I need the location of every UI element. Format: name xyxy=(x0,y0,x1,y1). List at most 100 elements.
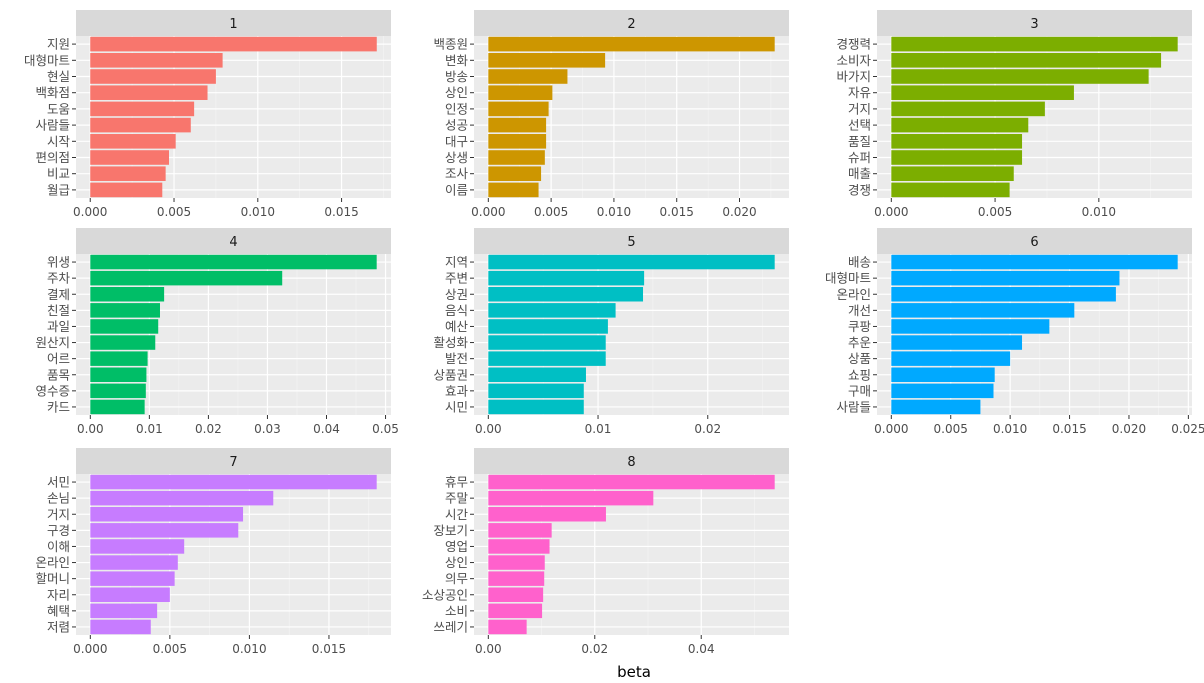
bar xyxy=(488,571,545,586)
bar xyxy=(891,101,1045,117)
bar xyxy=(90,555,178,570)
x-axis-title: beta xyxy=(617,663,651,681)
category-label: 시간 xyxy=(445,507,469,522)
category-label: 현실 xyxy=(47,69,70,84)
x-tick-label: 0.015 xyxy=(312,642,346,656)
facet-strip-label: 1 xyxy=(229,17,237,32)
bar xyxy=(891,254,1178,270)
bar xyxy=(90,36,377,52)
bar xyxy=(90,490,274,506)
x-tick-label: 0.000 xyxy=(73,642,107,656)
bar xyxy=(90,150,169,165)
bar xyxy=(90,134,176,149)
category-label: 소상공인 xyxy=(422,587,468,602)
bar xyxy=(488,254,775,270)
bar xyxy=(90,101,195,117)
x-tick-label: 0.010 xyxy=(232,642,266,656)
x-tick-label: 0.020 xyxy=(1112,422,1146,436)
category-label: 소비 xyxy=(445,603,468,618)
facet-strip-label: 6 xyxy=(1030,235,1038,250)
bar xyxy=(891,117,1029,133)
category-label: 대구 xyxy=(445,134,468,149)
bar xyxy=(90,507,244,522)
category-label: 구매 xyxy=(848,383,871,398)
category-label: 자리 xyxy=(47,587,70,602)
bar xyxy=(488,335,606,350)
x-tick-label: 0.005 xyxy=(978,205,1012,219)
bar xyxy=(891,399,981,415)
category-label: 상생 xyxy=(445,150,468,165)
category-label: 자유 xyxy=(848,85,871,100)
category-label: 주말 xyxy=(445,491,469,506)
bar xyxy=(891,270,1120,286)
category-label: 주차 xyxy=(47,271,71,286)
x-tick-label: 0.015 xyxy=(1052,422,1086,436)
bar xyxy=(90,303,160,318)
category-label: 경쟁력 xyxy=(836,37,871,52)
bar xyxy=(488,303,616,318)
bar xyxy=(891,182,1010,198)
bar xyxy=(891,53,1162,68)
category-label: 음식 xyxy=(445,303,468,318)
facet-strip xyxy=(76,10,391,36)
category-label: 할머니 xyxy=(35,571,70,586)
bar xyxy=(891,85,1074,100)
category-label: 이해 xyxy=(47,539,70,554)
category-label: 품목 xyxy=(47,367,70,382)
bar xyxy=(891,36,1178,52)
bar xyxy=(90,474,377,490)
bar xyxy=(891,134,1023,149)
category-label: 친절 xyxy=(47,303,70,318)
category-label: 지역 xyxy=(445,255,468,270)
category-label: 거지 xyxy=(848,101,871,116)
category-label: 변화 xyxy=(445,53,469,68)
category-label: 어르 xyxy=(47,351,70,366)
bar xyxy=(891,166,1014,181)
x-tick-label: 0.02 xyxy=(195,422,222,436)
category-label: 대형마트 xyxy=(24,53,70,68)
category-label: 시민 xyxy=(445,399,468,414)
bar xyxy=(90,335,156,350)
bar xyxy=(488,287,644,302)
x-tick-label: 0.025 xyxy=(1171,422,1204,436)
category-label: 서민 xyxy=(47,475,70,490)
category-label: 결제 xyxy=(47,287,70,302)
category-label: 휴무 xyxy=(445,475,468,490)
bar xyxy=(488,36,775,52)
category-label: 매출 xyxy=(848,166,871,181)
facet-panel: 1 0.000 0.005 0.010 0.015 지원대형마트현실백화점도움사람들시작편… xyxy=(24,10,391,219)
facet-strip-label: 5 xyxy=(627,235,635,250)
bar xyxy=(891,335,1023,350)
x-tick-label: 0.010 xyxy=(241,205,275,219)
bar xyxy=(90,603,158,619)
bar xyxy=(90,69,216,84)
category-label: 위생 xyxy=(47,255,70,270)
bar xyxy=(488,69,568,84)
bar xyxy=(488,117,547,133)
facet-strip-label: 8 xyxy=(627,455,635,470)
bar xyxy=(90,182,163,198)
category-label: 온라인 xyxy=(836,287,871,302)
category-label: 도움 xyxy=(47,101,70,116)
category-label: 구경 xyxy=(47,523,70,538)
facet-panel: 7 0.000 0.005 0.010 0.015 서민손님거지구경이해온라인할머니자리혜… xyxy=(35,448,391,656)
x-tick-label: 0.00 xyxy=(475,642,502,656)
bar xyxy=(488,351,606,366)
category-label: 성공 xyxy=(445,118,468,133)
bar xyxy=(891,383,994,399)
x-tick-label: 0.000 xyxy=(73,205,107,219)
category-label: 방송 xyxy=(445,69,468,84)
bar xyxy=(891,150,1023,165)
category-label: 소비자 xyxy=(836,53,871,68)
bar xyxy=(488,399,584,415)
bar xyxy=(488,523,552,538)
x-tick-label: 0.00 xyxy=(475,422,502,436)
x-tick-label: 0.010 xyxy=(993,422,1027,436)
facet-panel: 2 0.000 0.005 0.010 0.015 0.020 백종원변화방송상인인정성공대… xyxy=(433,10,789,219)
bar xyxy=(488,134,547,149)
bar xyxy=(488,270,645,286)
bar xyxy=(488,367,586,382)
category-label: 과일 xyxy=(47,319,70,334)
